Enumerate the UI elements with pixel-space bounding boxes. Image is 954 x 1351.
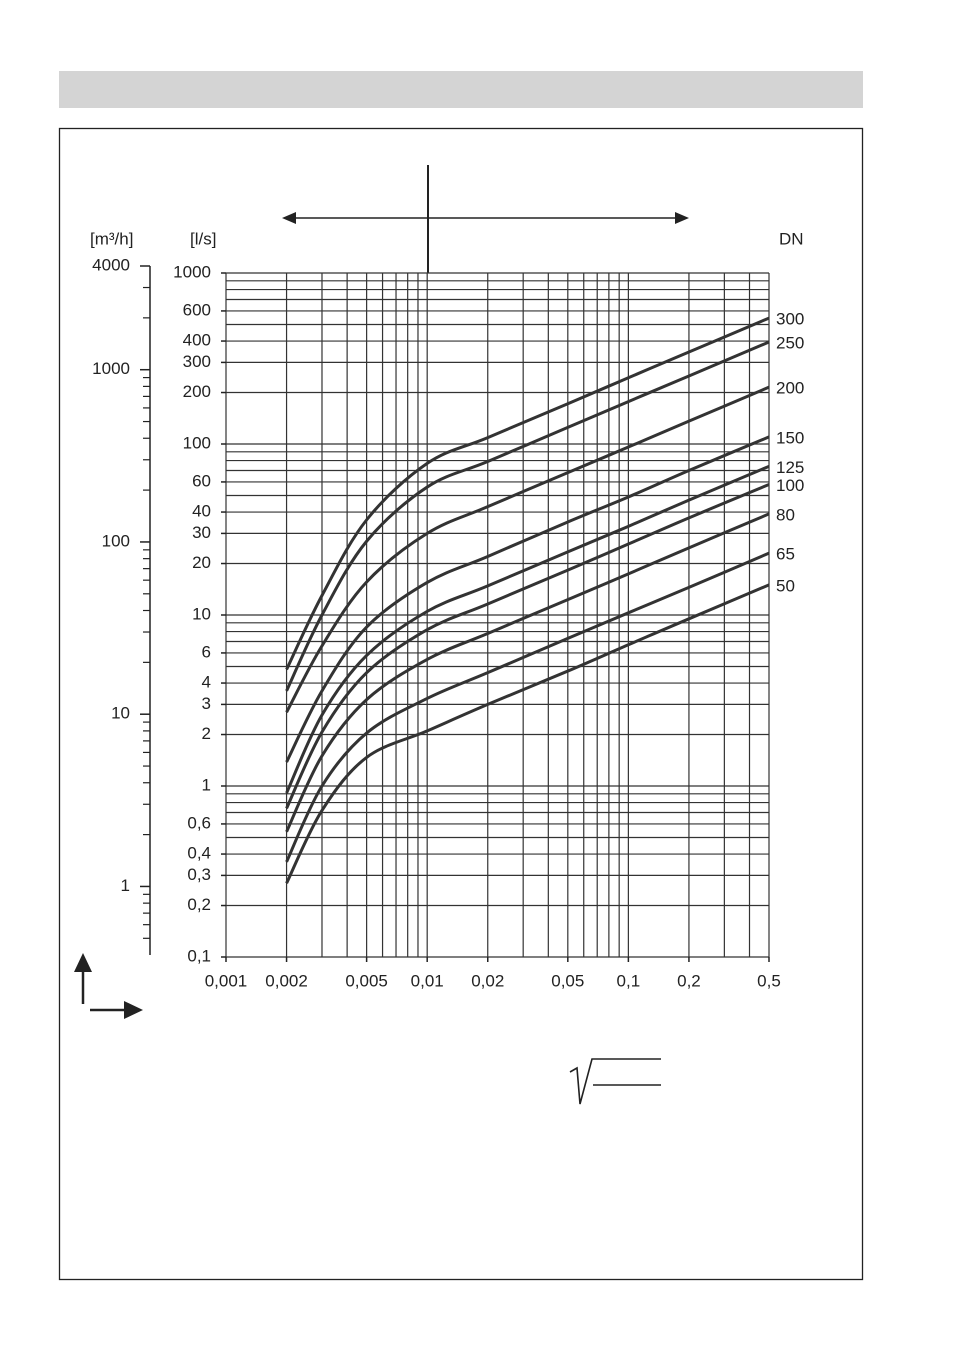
y2-tick-label: 10: [111, 704, 130, 723]
y-axis-label: [l/s]: [190, 229, 216, 248]
y-tick-label: 0,4: [187, 844, 211, 863]
y-tick-label: 10: [192, 604, 211, 623]
series-label: 100: [776, 476, 804, 495]
frame: [58, 127, 864, 1281]
x-tick-label: 0,05: [551, 971, 584, 990]
y-tick-label: 1000: [173, 262, 211, 281]
curve: [285, 464, 770, 794]
header-bar: [59, 71, 863, 108]
y-tick-label: 300: [183, 352, 211, 371]
curve: [285, 316, 770, 671]
y-tick-label: 0,6: [187, 813, 211, 832]
legend-title: DN: [779, 229, 804, 248]
curve: [285, 551, 770, 863]
y-tick-label: 0,2: [187, 895, 211, 914]
y-tick-label: 6: [202, 642, 211, 661]
curve: [285, 483, 770, 809]
y-tick-label: 200: [183, 382, 211, 401]
y-tick-label: 400: [183, 331, 211, 350]
y-tick-label: 20: [192, 553, 211, 572]
y-tick-label: 100: [183, 433, 211, 452]
y2-tick-label: 100: [102, 531, 130, 550]
x-tick-label: 0,1: [617, 971, 641, 990]
x-tick-label: 0,02: [471, 971, 504, 990]
series-label: 125: [776, 458, 804, 477]
y-tick-label: 0,3: [187, 865, 211, 884]
y-tick-label: 40: [192, 502, 211, 521]
arrow-head: [74, 953, 92, 972]
x-tick-label: 0,002: [265, 971, 308, 990]
x-tick-label: 0,2: [677, 971, 701, 990]
y-tick-label: 60: [192, 471, 211, 490]
y2-axis-label: [m³/h]: [90, 229, 133, 248]
y2-tick-label: 4000: [92, 255, 130, 274]
curve: [285, 583, 770, 884]
y-tick-label: 600: [183, 300, 211, 319]
arrow-head: [124, 1001, 143, 1019]
y-tick-label: 30: [192, 523, 211, 542]
series-label: 80: [776, 505, 795, 524]
y-tick-label: 0,1: [187, 946, 211, 965]
series-label: 300: [776, 310, 804, 329]
y-tick-label: 3: [202, 694, 211, 713]
x-tick-label: 0,001: [205, 971, 248, 990]
x-tick-label: 0,005: [345, 971, 388, 990]
series-label: 250: [776, 333, 804, 352]
x-tick-label: 0,01: [411, 971, 444, 990]
x-tick-label: 0,5: [757, 971, 781, 990]
curve: [285, 340, 770, 692]
series-label: 65: [776, 545, 795, 564]
y-tick-label: 4: [202, 673, 211, 692]
y2-tick-label: 1: [121, 876, 130, 895]
series-label: 150: [776, 428, 804, 447]
curve: [285, 435, 770, 763]
y-tick-label: 2: [202, 724, 211, 743]
y-tick-label: 1: [202, 775, 211, 794]
series-label: 50: [776, 576, 795, 595]
curve: [285, 385, 770, 713]
sqrt-symbol: [569, 1058, 661, 1105]
curve: [285, 512, 770, 833]
series-label: 200: [776, 379, 804, 398]
y2-tick-label: 1000: [92, 359, 130, 378]
